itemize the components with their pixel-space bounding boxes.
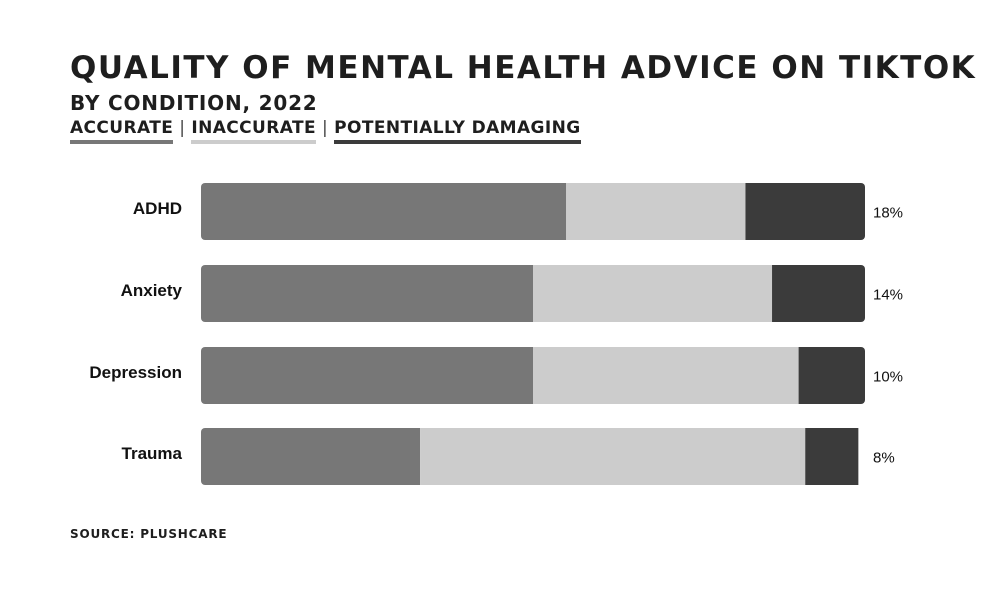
chart-title: QUALITY OF MENTAL HEALTH ADVICE ON TIKTO… [70, 50, 977, 86]
value-label: 8% [873, 449, 895, 466]
category-label: ADHD [133, 199, 182, 218]
bar-segment [420, 428, 806, 485]
bar-segment [201, 347, 533, 404]
category-label: Trauma [122, 444, 183, 463]
bar-segment [566, 183, 746, 240]
value-label: 10% [873, 368, 903, 385]
bar-segment [805, 428, 859, 485]
bar-segment [798, 347, 865, 404]
category-label: Anxiety [121, 281, 183, 300]
chart-subtitle: BY CONDITION, 2022 [70, 91, 318, 115]
bar-segment [533, 265, 773, 322]
bar-segment [533, 347, 799, 404]
legend-separator: | [179, 118, 186, 138]
bar-segment [745, 183, 865, 240]
legend-separator: | [322, 118, 329, 138]
source-note: SOURCE: PLUSHCARE [70, 527, 228, 541]
category-label: Depression [89, 363, 182, 382]
legend-potentially-damaging: POTENTIALLY DAMAGING [334, 118, 581, 144]
bar-segment [201, 265, 533, 322]
bar-segment [772, 265, 865, 322]
legend-inaccurate: INACCURATE [191, 118, 316, 144]
bar-segment [201, 183, 567, 240]
value-label: 14% [873, 286, 903, 303]
legend-accurate: ACCURATE [70, 118, 174, 144]
value-label: 18% [873, 204, 903, 221]
bar-segment [201, 428, 421, 485]
legend: ACCURATE | INACCURATE | POTENTIALLY DAMA… [70, 118, 581, 144]
